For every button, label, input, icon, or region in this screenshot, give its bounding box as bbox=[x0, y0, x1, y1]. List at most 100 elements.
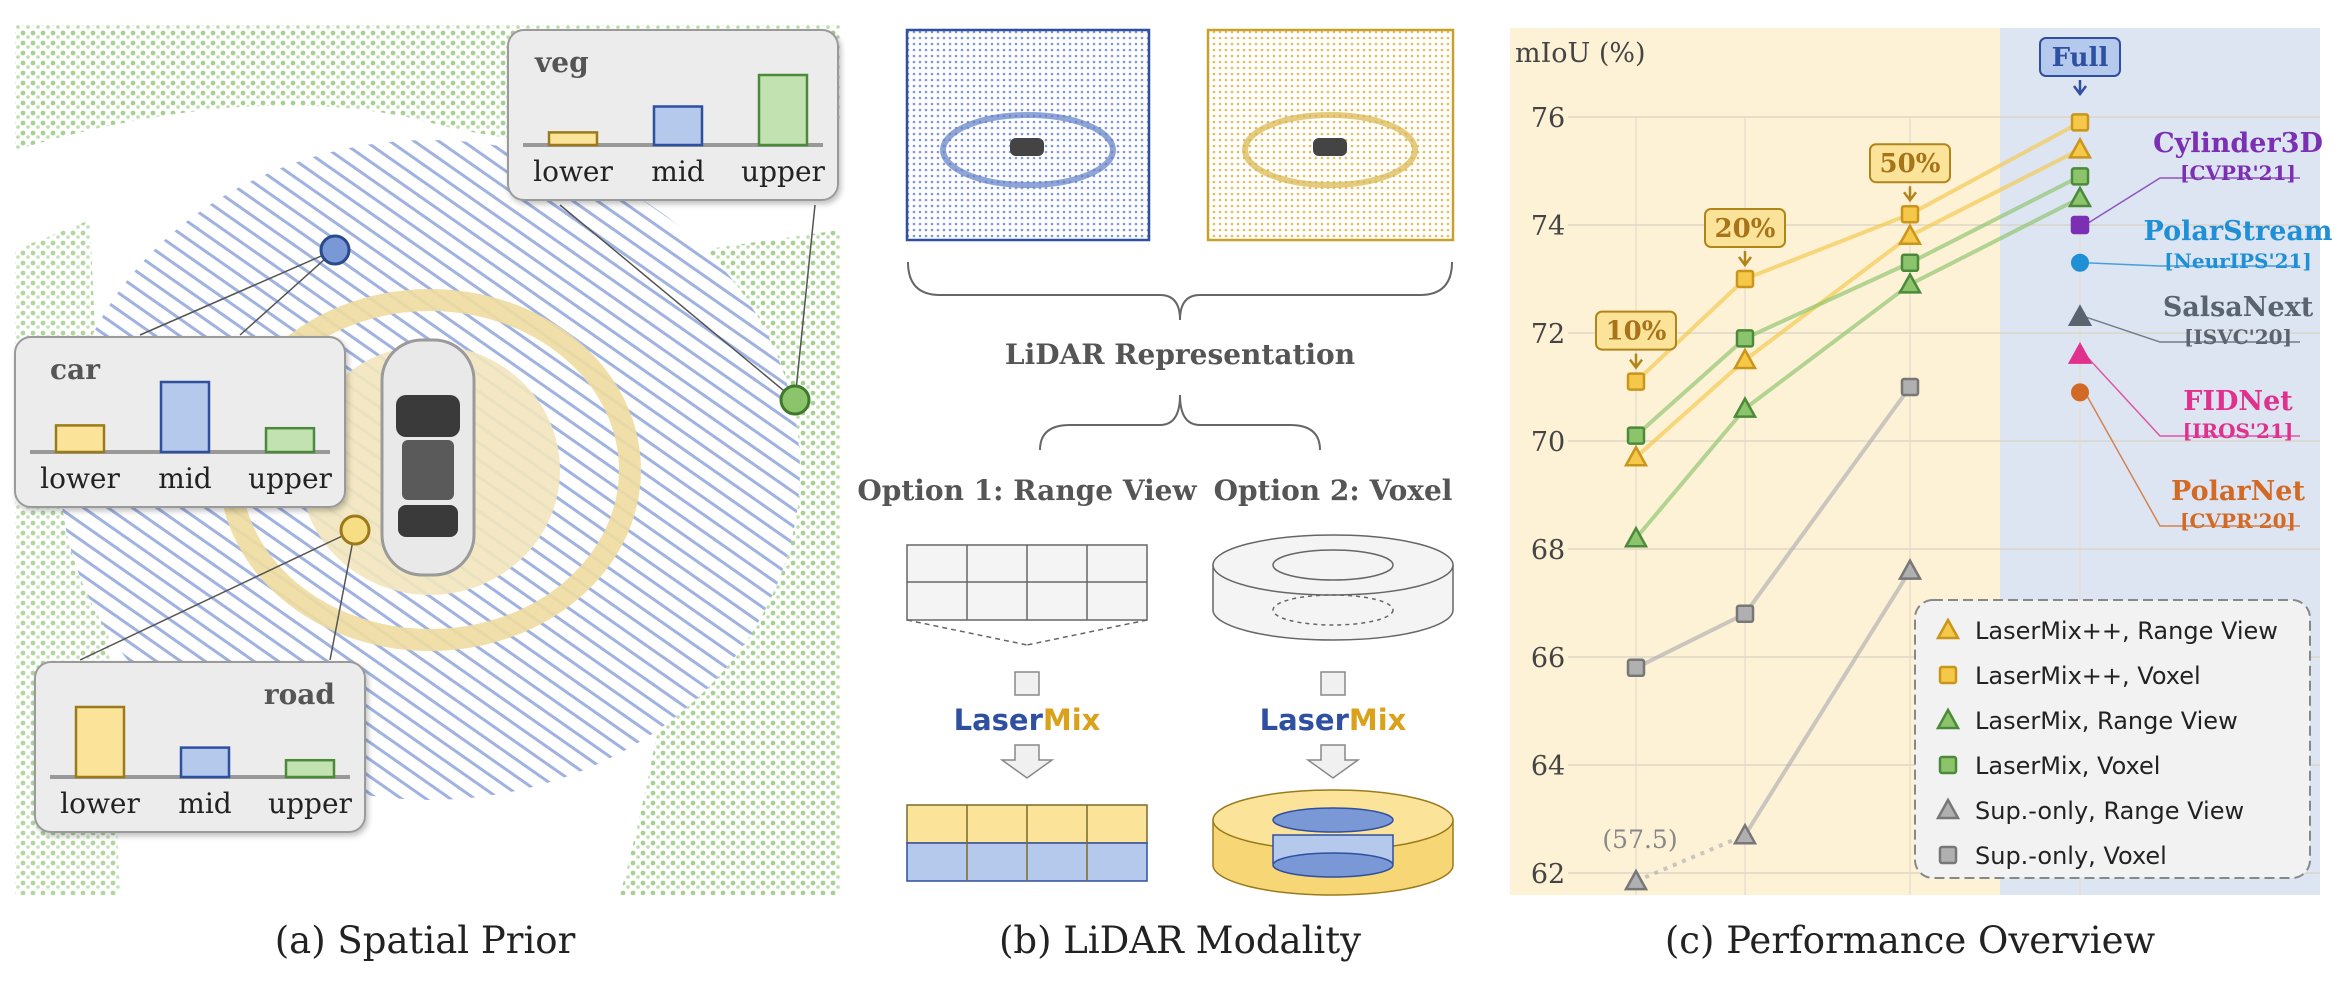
callout-arrow bbox=[2073, 80, 2087, 97]
series-0 bbox=[1623, 136, 2093, 467]
callout-box bbox=[1595, 310, 1677, 351]
bar-box-veg: veg lower mid upper bbox=[507, 29, 839, 201]
series-line-segment bbox=[1744, 212, 1911, 281]
data-point bbox=[2070, 113, 2090, 132]
reference-name: SalsaNext bbox=[2163, 292, 2314, 323]
series-line-segment bbox=[1909, 196, 2081, 287]
series-5 bbox=[1626, 377, 1920, 678]
bar-label-mid: mid bbox=[158, 462, 212, 495]
legend: LaserMix++, Range View LaserMix++, Voxel L… bbox=[1914, 599, 2311, 879]
legend-frame bbox=[1914, 599, 2311, 879]
series-line-segment bbox=[1744, 260, 1911, 341]
bar-label-mid: mid bbox=[178, 787, 232, 820]
reference-venue: [CVPR'21] bbox=[2180, 161, 2296, 185]
bar-boxes: veg lower mid upper car lower mid upper road lowe… bbox=[14, 29, 839, 833]
legend-marker bbox=[1938, 755, 1958, 775]
series-line-segment bbox=[1909, 120, 2081, 216]
annotation-label: (57.5) bbox=[1602, 825, 1677, 854]
legend-marker bbox=[1935, 617, 1961, 640]
reference-marker bbox=[2067, 342, 2093, 364]
data-point bbox=[1626, 426, 1646, 445]
reference-leader bbox=[2084, 316, 2300, 343]
reference-name: FIDNet bbox=[2183, 386, 2293, 417]
data-point bbox=[1897, 558, 1923, 580]
bar-label-mid: mid bbox=[651, 155, 705, 188]
bar-box-car: car lower mid upper bbox=[14, 336, 346, 508]
brace-top bbox=[907, 261, 1453, 321]
bar-lower bbox=[54, 424, 106, 454]
y-tick-label: 74 bbox=[1531, 211, 1565, 242]
data-point bbox=[1735, 329, 1755, 348]
callout-box bbox=[1869, 143, 1951, 184]
data-point bbox=[1732, 822, 1758, 845]
y-tick-label: 70 bbox=[1531, 427, 1565, 458]
callout-box bbox=[2039, 37, 2121, 77]
brace-bottom bbox=[1039, 394, 1321, 451]
callout-label: 50% bbox=[1880, 149, 1941, 179]
bar-label-upper: upper bbox=[268, 787, 352, 820]
reference-leader bbox=[2084, 262, 2300, 267]
series-1 bbox=[1626, 113, 2090, 391]
callout-arrow bbox=[1738, 251, 1752, 268]
reference-leader bbox=[2084, 177, 2300, 226]
series-line-segment bbox=[1634, 358, 1747, 459]
data-point bbox=[1732, 396, 1758, 418]
y-axis-label: mIoU (%) bbox=[1515, 38, 1646, 69]
series-line-segment bbox=[1635, 612, 1746, 670]
y-tick-label: 68 bbox=[1531, 535, 1565, 566]
legend-label: LaserMix, Range View bbox=[1975, 707, 2238, 735]
leader-lines bbox=[79, 204, 816, 661]
data-point bbox=[1626, 372, 1646, 391]
series-4 bbox=[1623, 558, 1923, 891]
reference-leader bbox=[2084, 392, 2300, 527]
arrow-range bbox=[999, 671, 1055, 779]
series-2 bbox=[1623, 185, 2093, 548]
reference-venue: [IROS'21] bbox=[2183, 419, 2294, 443]
reference-marker bbox=[2071, 383, 2089, 402]
callout-10%: 10% bbox=[1595, 310, 1677, 370]
bar-mid bbox=[179, 746, 231, 779]
y-tick-label: 66 bbox=[1531, 643, 1565, 674]
reference-venue: [ISVC'20] bbox=[2184, 325, 2292, 349]
reference-FIDNet: FIDNet[IROS'21] bbox=[2067, 342, 2300, 443]
lasermix-label-voxel: LaserMix bbox=[1260, 703, 1407, 737]
bar-lower bbox=[547, 131, 599, 147]
data-point bbox=[1897, 271, 1923, 294]
callout-arrow bbox=[1903, 186, 1917, 203]
reference-marker bbox=[2067, 304, 2093, 327]
marker-car-point bbox=[319, 234, 351, 266]
series-line-segment bbox=[1909, 147, 2081, 238]
series-line-segment bbox=[1634, 336, 1747, 438]
legend-label: Sup.-only, Range View bbox=[1975, 797, 2244, 825]
caption-a: (a) Spatial Prior bbox=[275, 919, 576, 962]
data-point bbox=[2070, 167, 2090, 186]
representation-label: LiDAR Representation bbox=[1005, 338, 1355, 371]
bar-mid bbox=[159, 380, 211, 454]
legend-label: LaserMix++, Voxel bbox=[1975, 662, 2201, 690]
bar-label-upper: upper bbox=[741, 155, 825, 188]
mixed-voxel-cylinder bbox=[1212, 789, 1454, 896]
reference-PolarNet: PolarNet[CVPR'20] bbox=[2071, 383, 2305, 533]
bar-label-upper: upper bbox=[248, 462, 332, 495]
data-point bbox=[1900, 253, 1920, 273]
bar-box-title: road bbox=[264, 678, 335, 711]
bar-upper bbox=[284, 758, 336, 779]
panel-c-performance-chart: mIoU (%) 62 64 66 68 70 72 74 76 (57.5) 10% 20% 50% F… bbox=[1510, 28, 2333, 895]
legend-marker bbox=[1935, 797, 1961, 820]
series-line-segment bbox=[1743, 282, 1912, 411]
series-line-segment bbox=[1743, 234, 1912, 362]
marker-road-point bbox=[339, 514, 371, 546]
bar-mid bbox=[652, 105, 704, 147]
voxel-cylinder bbox=[1212, 534, 1454, 641]
series-3 bbox=[1626, 167, 2090, 445]
caption-b: (b) LiDAR Modality bbox=[999, 919, 1361, 962]
series-line-segment bbox=[1634, 407, 1747, 540]
data-point bbox=[1623, 444, 1649, 467]
callout-label: Full bbox=[2052, 43, 2109, 73]
y-tick-label: 64 bbox=[1531, 751, 1565, 782]
y-tick-label: 72 bbox=[1531, 319, 1565, 350]
data-point bbox=[1623, 525, 1649, 548]
reference-name: PolarNet bbox=[2171, 476, 2305, 507]
data-point bbox=[1732, 347, 1758, 370]
